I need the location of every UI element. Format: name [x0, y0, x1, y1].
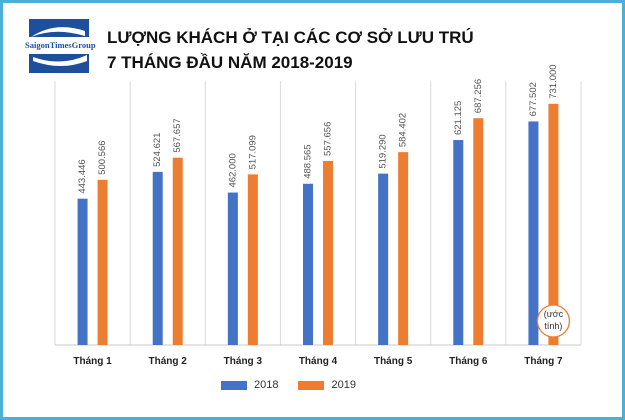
bar-2019-1 [97, 179, 108, 345]
estimate-note-line-1: (ước [544, 309, 564, 319]
data-label-2019-4: 557.656 [323, 122, 334, 156]
chart-title-line-1: LƯỢNG KHÁCH Ở TẠI CÁC CƠ SỞ LƯU TRÚ [107, 28, 474, 47]
x-tick-label-3: Tháng 3 [224, 356, 263, 367]
legend-label-2018: 2018 [254, 379, 279, 391]
x-tick-label-6: Tháng 6 [449, 356, 488, 367]
legend-item-2018: 2018 [221, 379, 278, 391]
data-label-2018-5: 519.290 [378, 134, 389, 168]
data-label-2018-4: 488.565 [303, 144, 314, 178]
x-tick-label-1: Tháng 1 [73, 356, 112, 367]
x-tick-label-7: Tháng 7 [524, 356, 563, 367]
bar-2019-5 [398, 152, 409, 345]
legend-item-2019: 2019 [298, 379, 356, 391]
bar-2018-4 [303, 183, 313, 345]
data-label-2019-7: 731.000 [548, 64, 559, 98]
legend-swatch-2019 [298, 380, 325, 390]
bar-2018-1 [77, 198, 88, 345]
estimate-circle [536, 304, 571, 338]
bar-2018-7 [528, 121, 539, 345]
data-label-2019-2: 567.657 [172, 118, 183, 152]
data-label-2018-6: 621.125 [453, 101, 464, 135]
x-tick-label-4: Tháng 4 [299, 356, 338, 367]
logo-emblem-icon [29, 19, 89, 73]
chart-title: LƯỢNG KHÁCH Ở TẠI CÁC CƠ SỞ LƯU TRÚ 7 TH… [107, 25, 474, 75]
data-label-2018-3: 462.000 [227, 153, 238, 187]
chart-legend: 2018 2019 [221, 379, 376, 391]
saigon-times-logo: SaigonTimesGroup [25, 17, 96, 75]
bar-2019-3 [247, 174, 258, 345]
data-label-2019-3: 517.099 [247, 135, 258, 169]
data-label-2019-6: 687.256 [473, 79, 484, 113]
bar-chart: 443.446 500.566 Tháng 1 524.621 567.657 Tháng… [54, 64, 582, 367]
x-tick-label-2: Tháng 2 [149, 356, 188, 367]
estimate-note-line-2: tính) [544, 321, 562, 331]
bar-2018-5 [378, 173, 389, 345]
bar-2018-2 [152, 171, 163, 345]
chart-title-line-2: 7 THÁNG ĐẦU NĂM 2018-2019 [107, 53, 353, 72]
legend-label-2019: 2019 [331, 379, 356, 391]
x-tick-label-5: Tháng 5 [374, 356, 413, 367]
bar-2018-3 [227, 192, 238, 345]
bar-2019-2 [172, 157, 183, 345]
logo-text: SaigonTimesGroup [25, 39, 96, 52]
bar-2019-7 [548, 103, 559, 346]
data-label-2019-5: 584.402 [398, 113, 409, 147]
data-label-2018-1: 443.446 [77, 159, 88, 193]
data-label-2018-7: 677.502 [528, 82, 539, 116]
bar-2019-6 [473, 118, 484, 345]
data-label-2018-2: 524.621 [152, 133, 163, 167]
bar-2019-4 [323, 160, 333, 345]
bar-2018-6 [453, 140, 464, 345]
legend-swatch-2018 [221, 380, 247, 390]
data-label-2019-1: 500.566 [97, 140, 108, 174]
